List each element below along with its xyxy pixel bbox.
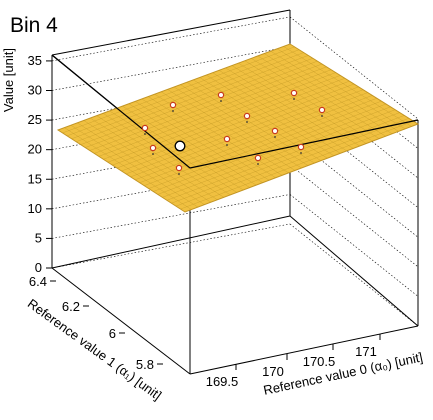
data-point <box>175 164 183 172</box>
data-point <box>290 89 298 97</box>
z-tick-label: 10 <box>28 201 42 216</box>
data-point <box>318 106 326 114</box>
surface-mesh-line <box>184 123 419 213</box>
data-point <box>297 143 305 151</box>
box-edge-back-top <box>51 9 291 56</box>
surface-mesh-line <box>76 55 309 142</box>
x-tick-label: 170.5 <box>303 354 336 369</box>
x-tick-label: 171 <box>355 344 377 359</box>
z-gridline <box>51 16 291 62</box>
box-edge-top-left-front <box>51 54 191 169</box>
surface-mesh-line <box>98 69 332 157</box>
data-point-shadow <box>226 144 228 146</box>
data-point-shadow <box>172 110 174 112</box>
data-point-shadow <box>246 121 248 123</box>
y-axis-title: Reference value 1 (α₁) [unit] <box>25 296 164 403</box>
surface-mesh-line <box>125 86 359 175</box>
surface-mesh-line <box>107 75 341 163</box>
surface-mesh-line <box>135 92 368 180</box>
y-tick-label: 6 <box>109 326 116 341</box>
box-edge-back-bottom <box>51 215 291 269</box>
surface-mesh-line <box>130 89 364 178</box>
surface-mesh-line <box>94 66 327 154</box>
surface-mesh-line <box>121 83 355 172</box>
z-gridline-back <box>289 16 419 120</box>
surface-mesh-line <box>62 46 295 134</box>
z-tick-label: 35 <box>28 53 42 68</box>
surface-mesh-line <box>112 78 345 166</box>
data-point-shadow <box>274 136 276 138</box>
data-point <box>271 127 279 135</box>
data-point-shadow <box>144 133 146 135</box>
data-point-shadow <box>178 173 180 175</box>
data-point <box>243 112 251 120</box>
z-tick-label: 25 <box>28 112 42 127</box>
z-gridline-back <box>289 135 419 238</box>
surface-mesh-line <box>85 60 318 148</box>
surface-mesh-line <box>116 80 350 169</box>
surface-mesh-line <box>144 98 377 186</box>
data-point-shadow <box>152 153 154 155</box>
x-tick-label: 169.5 <box>206 374 239 389</box>
z-tick-label: 5 <box>35 230 42 245</box>
highlight-point <box>174 140 186 152</box>
z-tick-label: 0 <box>35 260 42 275</box>
y-tick-label: 6.4 <box>29 274 47 289</box>
surface-mesh-line <box>57 43 291 131</box>
chart-title: Bin 4 <box>10 14 58 37</box>
surface-mesh-line <box>67 49 300 137</box>
surface-mesh-line <box>148 100 382 189</box>
z-gridline-back <box>289 164 419 268</box>
axis-y-line <box>51 267 191 375</box>
surface-mesh-line <box>166 112 400 201</box>
box-edge-back-right-bottom <box>289 215 419 327</box>
data-point <box>149 144 157 152</box>
x-tick-label: 170 <box>262 364 284 379</box>
z-tick-label: 20 <box>28 142 42 157</box>
z-gridline-back <box>289 194 419 297</box>
data-point <box>169 101 177 109</box>
y-tick-label: 5.8 <box>136 357 154 372</box>
data-point-shadow <box>257 163 259 165</box>
surface-mesh-line <box>153 103 387 192</box>
y-tick-label: 6.2 <box>62 299 80 314</box>
data-point <box>223 135 231 143</box>
surface-mesh-line <box>180 120 414 210</box>
z-axis-title: Value [unit] <box>1 48 16 112</box>
surface-mesh-line <box>175 118 409 207</box>
data-point <box>254 154 262 162</box>
surface-mesh-line <box>71 52 304 139</box>
surface-mesh-line <box>80 58 313 145</box>
data-point <box>141 124 149 132</box>
surface-mesh-line <box>162 109 396 198</box>
data-point-shadow <box>293 98 295 100</box>
data-point-shadow <box>321 115 323 117</box>
surface-mesh-line <box>171 115 405 204</box>
data-point-shadow <box>300 152 302 154</box>
surface-mesh-line <box>103 72 336 160</box>
x-axis-title: Reference value 0 (α₀) [unit] <box>262 349 424 397</box>
z-gridline-back <box>289 223 419 327</box>
z-tick-label: 15 <box>28 171 42 186</box>
surface-mesh-line <box>89 63 323 151</box>
data-point <box>217 91 225 99</box>
box-edge-top-front-2 <box>189 119 419 169</box>
z-gridline-back <box>289 105 419 208</box>
data-point-shadow <box>220 100 222 102</box>
z-gridline <box>51 223 291 269</box>
z-tick-label: 30 <box>28 83 42 98</box>
